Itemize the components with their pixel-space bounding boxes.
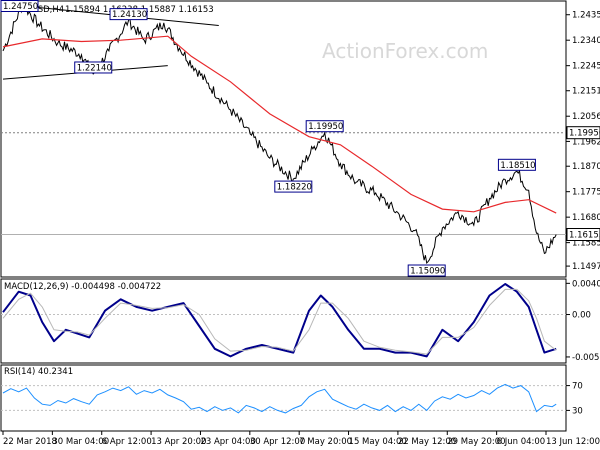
- price-label-box: [274, 180, 313, 193]
- watermark: ActionForex.com: [322, 39, 488, 63]
- price-label-box: [0, 0, 39, 12]
- x-tick-label: 13 Apr 20:00: [151, 437, 206, 447]
- x-tick-label: 6 Jun 04:00: [497, 437, 546, 447]
- x-tick-label: 22 Mar 2018: [3, 437, 57, 447]
- macd-tick-label: -0.005568: [572, 353, 600, 363]
- y-tick-label: 1.18700: [572, 162, 600, 172]
- macd-panel: MACD(12,26,9) -0.004498 -0.004722 0.0040…: [1, 279, 600, 363]
- price-panel-frame: [0, 0, 567, 278]
- x-tick-label: 13 Jun 12:00: [546, 437, 600, 447]
- price-tag: 1.19950: [569, 129, 600, 139]
- rsi-panel: RSI(14) 40.2341 70 30: [1, 367, 583, 416]
- rsi-tick-label: 70: [572, 382, 583, 392]
- signal-line: [2, 288, 557, 355]
- moving-average: [2, 35, 557, 214]
- price-label: 1.22140: [77, 63, 112, 73]
- x-tick-label: 22 May 12:00: [398, 437, 456, 447]
- price-label-box: [109, 8, 148, 21]
- macd-tick-label: 0.00: [572, 311, 591, 321]
- x-tick-label: 6 Apr 12:00: [102, 437, 152, 447]
- y-tick-label: 1.22450: [572, 62, 600, 72]
- y-tick-label: 1.23400: [572, 36, 600, 46]
- macd-title: MACD(12,26,9) -0.004498 -0.004722: [4, 282, 161, 292]
- price-label: 1.18220: [277, 183, 312, 193]
- y-tick-label: 1.21515: [572, 87, 600, 97]
- price-tag: 1.16153: [569, 231, 600, 241]
- rsi-title: RSI(14) 40.2341: [4, 367, 73, 377]
- x-tick-label: 30 Apr 12:00: [250, 437, 305, 447]
- y-tick-label: 1.24350: [572, 11, 600, 21]
- price-label-box: [305, 120, 344, 133]
- price-horizontal-lines: [1, 132, 566, 236]
- x-tick-label: 15 May 04:00: [349, 437, 407, 447]
- x-tick-label: 23 Apr 04:00: [200, 437, 255, 447]
- price-tag-box: [566, 228, 600, 242]
- rsi-tick-label: 30: [572, 406, 583, 416]
- y-tick-label: 1.16800: [572, 213, 600, 223]
- macd-line: [2, 283, 557, 358]
- x-tick-label: 7 May 20:00: [299, 437, 352, 447]
- moving-average-line: [2, 35, 557, 214]
- rsi-panel-frame: [0, 364, 567, 432]
- y-tick-label: 1.15850: [572, 239, 600, 249]
- price-label-box: [497, 158, 536, 171]
- macd-panel-frame: [0, 278, 567, 364]
- x-tick-label: 29 May 20:00: [447, 437, 505, 447]
- y-tick-label: 1.20565: [572, 112, 600, 122]
- price-label: 1.19950: [308, 122, 343, 132]
- price-y-axis: 1.24350 1.23400 1.22450 1.21515 1.20565 1.196…: [566, 11, 600, 272]
- symbol-label: EURUSD,H4: [14, 5, 64, 15]
- y-tick-label: 1.19625: [572, 137, 600, 147]
- price-label: 1.18510: [500, 161, 535, 171]
- price-label: 1.24750: [3, 2, 38, 12]
- price-label-box: [407, 264, 446, 277]
- price-label: 1.15090: [410, 267, 445, 277]
- price-tag-box: [566, 126, 600, 140]
- x-tick-label: 30 Mar 04:00: [52, 437, 109, 447]
- macd-tick-label: 0.004094: [572, 279, 600, 289]
- y-tick-label: 1.17750: [572, 188, 600, 198]
- price-label: 1.24130: [112, 10, 147, 20]
- y-tick-label: 1.14975: [572, 262, 600, 272]
- price-tags: 1.19950 1.16153: [566, 126, 600, 242]
- price-label-box: [74, 61, 113, 74]
- rsi-line: [2, 383, 557, 414]
- price-annotations: 1.24750 1.24130 1.22140 1.19950 1.18220 1.150…: [0, 0, 536, 277]
